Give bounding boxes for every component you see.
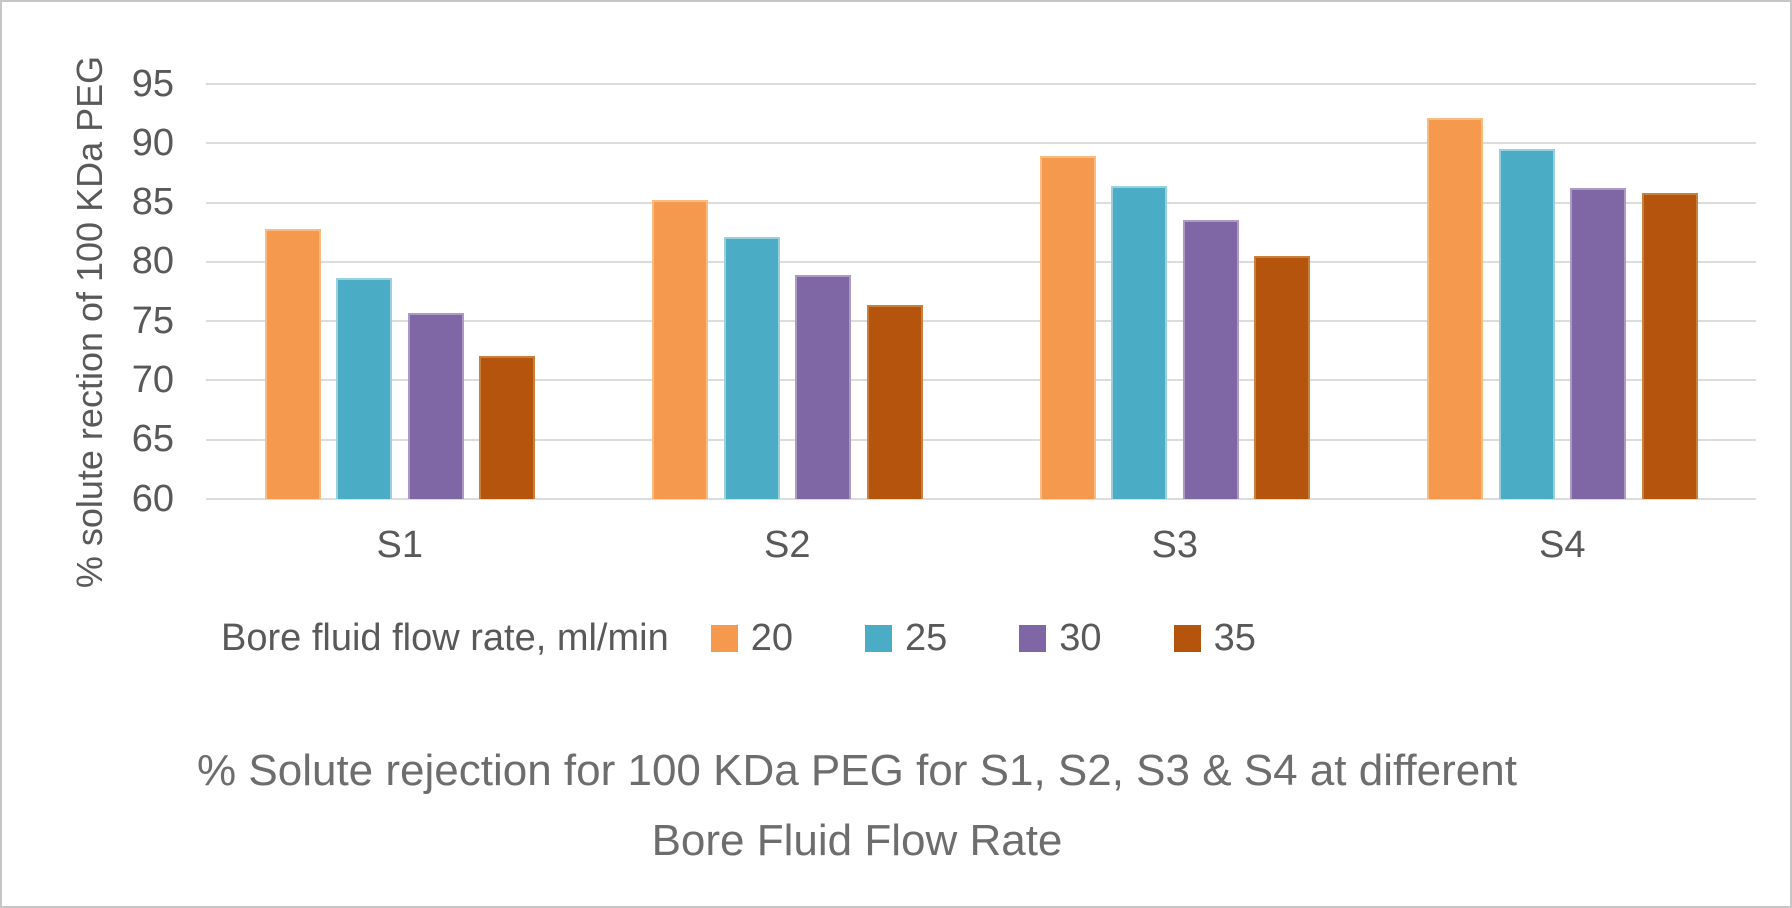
bar-s2-35	[866, 304, 923, 499]
bar-s3-35	[1254, 255, 1310, 499]
y-tick-label-90: 90	[131, 121, 174, 164]
bar-s2-20	[652, 200, 708, 499]
gridline-95	[206, 83, 1756, 85]
chart-title-line1: % Solute rejection for 100 KDa PEG for S…	[197, 746, 1517, 795]
bar-s4-25	[1498, 149, 1555, 499]
gridline-90	[206, 142, 1756, 145]
bar-s4-35	[1641, 193, 1698, 499]
gridline-60	[206, 498, 1756, 500]
category-label-s4: S4	[1539, 524, 1586, 566]
y-tick-label-80: 80	[131, 240, 174, 283]
legend-swatch-20	[710, 624, 738, 652]
legend-value-35: 35	[1213, 616, 1256, 659]
legend-value-25: 25	[905, 616, 948, 659]
bar-s3-20	[1039, 156, 1096, 499]
gridline-65	[206, 438, 1756, 441]
gridline-75	[206, 320, 1756, 323]
bar-s3-25	[1111, 185, 1167, 499]
category-label-s1: S1	[376, 524, 423, 566]
gridline-85	[206, 201, 1756, 204]
bar-s4-20	[1427, 118, 1483, 499]
gridline-80	[206, 260, 1756, 263]
legend-item-35: 35	[1173, 616, 1256, 660]
legend-item-20: 20	[710, 616, 793, 660]
bar-s1-20	[264, 228, 321, 499]
category-label-s3: S3	[1151, 524, 1198, 566]
legend-swatch-35	[1173, 624, 1201, 652]
bar-s2-25	[723, 236, 780, 499]
legend-item-30: 30	[1019, 616, 1102, 660]
y-tick-label-60: 60	[131, 477, 174, 520]
category-label-s2: S2	[764, 524, 811, 566]
bar-s1-25	[336, 278, 392, 499]
legend-swatch-30	[1019, 624, 1047, 652]
y-tick-label-65: 65	[131, 418, 174, 461]
legend: Bore fluid flow rate, ml/min 20 25 30 35	[221, 612, 1256, 664]
bar-s3-30	[1182, 220, 1239, 499]
bar-s2-30	[795, 274, 851, 499]
y-tick-label-70: 70	[131, 358, 174, 401]
y-tick-label-75: 75	[131, 299, 174, 342]
bar-s1-35	[479, 355, 535, 499]
chart-title: % Solute rejection for 100 KDa PEG for S…	[57, 736, 1657, 876]
y-tick-label-95: 95	[131, 62, 174, 105]
legend-title: Bore fluid flow rate, ml/min	[221, 616, 669, 659]
legend-value-20: 20	[750, 616, 793, 659]
y-tick-label-85: 85	[131, 181, 174, 224]
bar-s4-30	[1570, 188, 1626, 499]
gridline-70	[206, 379, 1756, 382]
legend-swatch-25	[865, 624, 892, 652]
legend-item-25: 25	[865, 617, 947, 660]
legend-value-30: 30	[1059, 616, 1102, 659]
bar-s1-30	[407, 312, 464, 499]
chart-title-line2: Bore Fluid Flow Rate	[651, 816, 1063, 865]
plot-area	[206, 83, 1756, 500]
